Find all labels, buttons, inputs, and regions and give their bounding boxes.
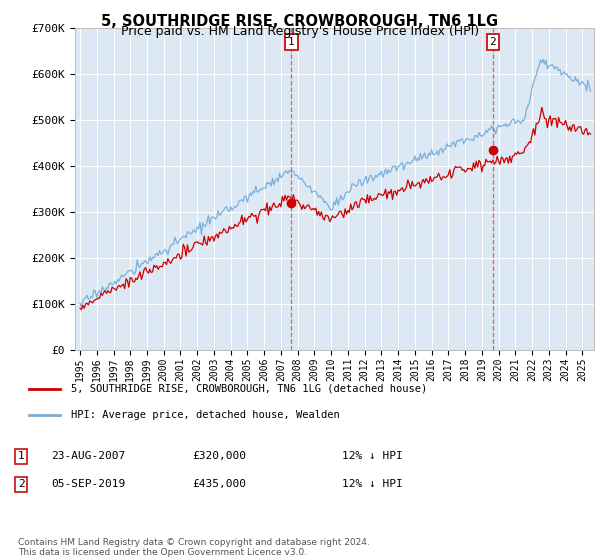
Text: 05-SEP-2019: 05-SEP-2019	[51, 479, 125, 489]
Text: Price paid vs. HM Land Registry's House Price Index (HPI): Price paid vs. HM Land Registry's House …	[121, 25, 479, 38]
Text: £435,000: £435,000	[192, 479, 246, 489]
Text: 5, SOUTHRIDGE RISE, CROWBOROUGH, TN6 1LG (detached house): 5, SOUTHRIDGE RISE, CROWBOROUGH, TN6 1LG…	[71, 384, 427, 394]
Text: 5, SOUTHRIDGE RISE, CROWBOROUGH, TN6 1LG: 5, SOUTHRIDGE RISE, CROWBOROUGH, TN6 1LG	[101, 14, 499, 29]
Text: £320,000: £320,000	[192, 451, 246, 461]
Text: 2: 2	[17, 479, 25, 489]
Text: 12% ↓ HPI: 12% ↓ HPI	[342, 451, 403, 461]
Text: 23-AUG-2007: 23-AUG-2007	[51, 451, 125, 461]
Text: Contains HM Land Registry data © Crown copyright and database right 2024.
This d: Contains HM Land Registry data © Crown c…	[18, 538, 370, 557]
Text: 1: 1	[17, 451, 25, 461]
Text: HPI: Average price, detached house, Wealden: HPI: Average price, detached house, Weal…	[71, 410, 340, 420]
Text: 1: 1	[288, 37, 295, 47]
Text: 2: 2	[490, 37, 496, 47]
Text: 12% ↓ HPI: 12% ↓ HPI	[342, 479, 403, 489]
